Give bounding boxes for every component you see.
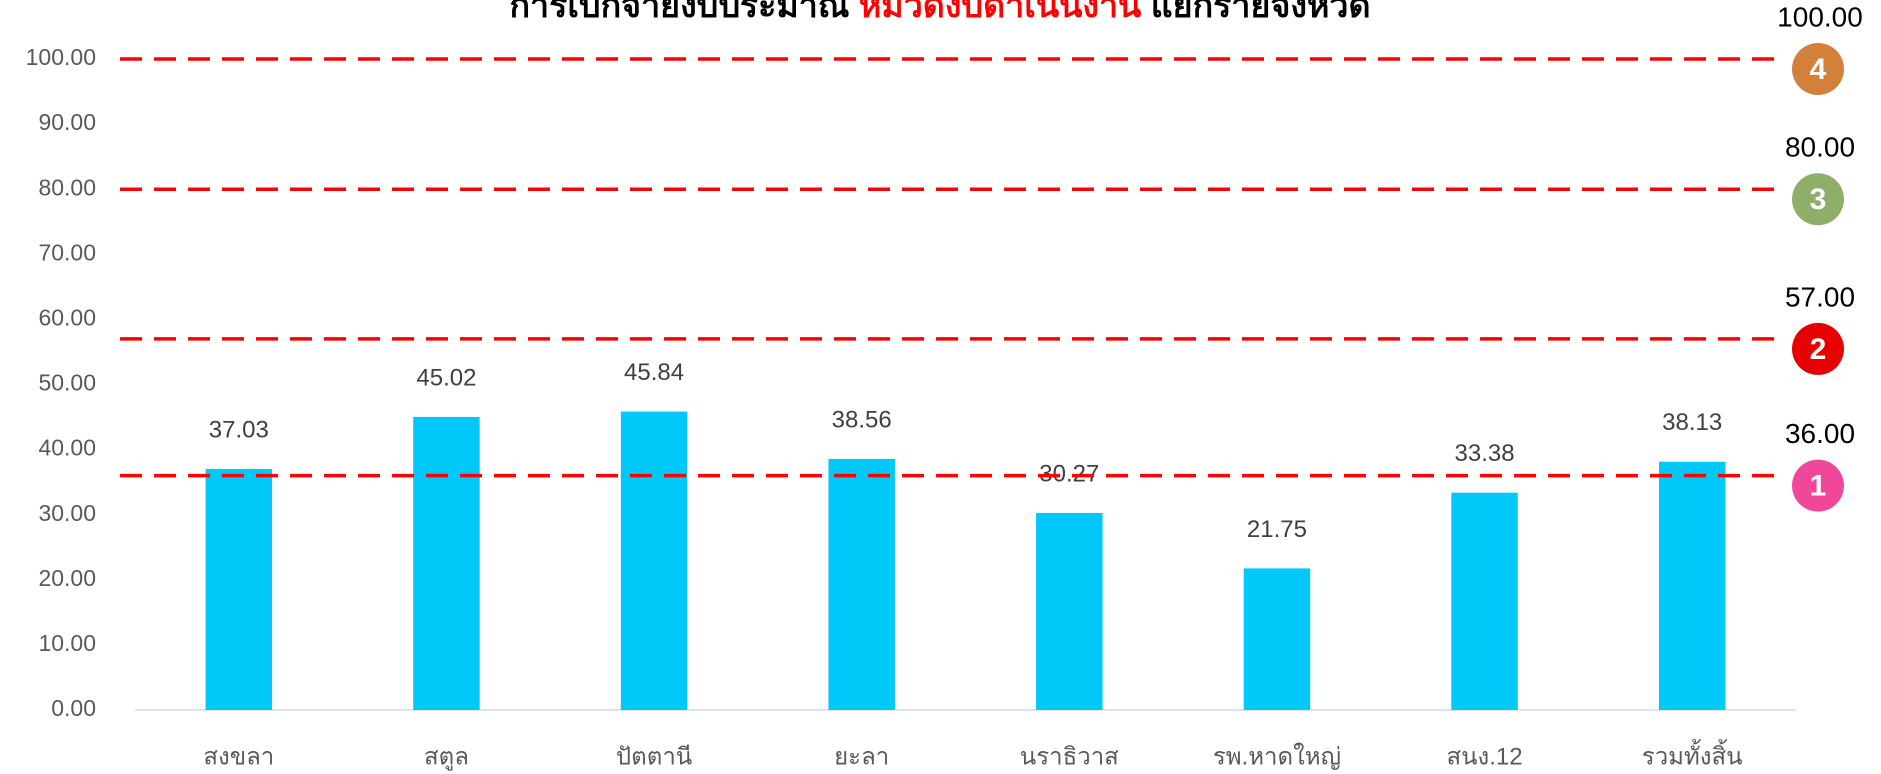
y-tick-label: 30.00 [38, 500, 96, 526]
value-label: 45.84 [624, 359, 684, 386]
value-label: 30.27 [1039, 460, 1099, 487]
y-tick-label: 0.00 [51, 695, 96, 721]
x-tick-label: สงขลา [203, 743, 274, 770]
bar [621, 412, 687, 710]
x-tick-label: รพ.หาดใหญ่ [1213, 742, 1341, 770]
target-marker-label: 3 [1810, 183, 1827, 216]
x-tick-label: ปัตตานี [616, 743, 692, 770]
value-label: 38.56 [832, 406, 892, 433]
target-label: 36.00 [1785, 418, 1855, 449]
title-part: หมวดงบดำเนินงาน [859, 0, 1141, 25]
value-label: 37.03 [209, 416, 269, 443]
chart: การเบิกจ่ายงบประมาณ หมวดงบดำเนินงาน แยกร… [0, 0, 1881, 774]
y-tick-label: 60.00 [38, 304, 96, 330]
x-tick-label: สตูล [424, 743, 469, 771]
bar [206, 469, 272, 710]
target-label: 57.00 [1785, 281, 1855, 312]
x-tick-label: สนง.12 [1446, 743, 1522, 770]
y-tick-label: 20.00 [38, 565, 96, 591]
bar [1244, 568, 1310, 710]
value-label: 33.38 [1455, 440, 1515, 467]
x-tick-label: ยะลา [834, 743, 889, 770]
y-tick-label: 80.00 [38, 174, 96, 200]
chart-title: การเบิกจ่ายงบประมาณ หมวดงบดำเนินงาน แยกร… [509, 0, 1370, 25]
bar [413, 417, 479, 710]
target-marker-label: 2 [1810, 333, 1827, 366]
value-label: 21.75 [1247, 516, 1307, 543]
x-tick-label: นราธิวาส [1020, 743, 1119, 770]
y-tick-label: 50.00 [38, 370, 96, 396]
target-label: 80.00 [1785, 132, 1855, 163]
y-tick-label: 10.00 [38, 630, 96, 656]
value-label: 45.02 [416, 364, 476, 391]
y-tick-label: 40.00 [38, 435, 96, 461]
bar [1659, 462, 1725, 710]
target-marker-label: 4 [1810, 53, 1827, 86]
y-tick-label: 90.00 [38, 109, 96, 135]
target-label: 100.00 [1777, 1, 1863, 32]
bar [1451, 493, 1517, 710]
y-tick-label: 100.00 [26, 44, 96, 70]
title-part: การเบิกจ่ายงบประมาณ [509, 0, 858, 25]
y-tick-label: 70.00 [38, 239, 96, 265]
bar [828, 459, 894, 710]
target-marker-label: 1 [1810, 470, 1827, 503]
value-label: 38.13 [1662, 409, 1722, 436]
title-part: แยกรายจังหวัด [1141, 0, 1370, 25]
bar [1036, 513, 1102, 710]
x-tick-label: รวมทั้งสิ้น [1642, 738, 1743, 770]
